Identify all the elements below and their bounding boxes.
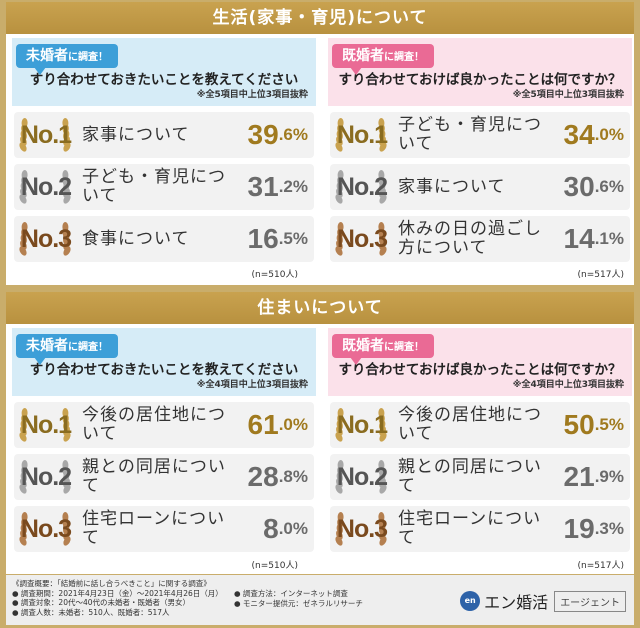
rank-number: No.1 [20,121,72,149]
item-label: 親との同居について [82,457,226,496]
question-text: すり合わせておきたいことを教えてください [29,362,299,378]
rank-badge: No.3 [16,507,74,551]
question-text: すり合わせておきたいことを教えてください [29,72,299,88]
note-text: ※全5項目中上位3項目抜粋 [196,90,308,100]
ranking-row: No.3 住宅ローンについて 19.3% [330,506,630,552]
item-label: 子ども・育児について [82,167,226,206]
section-title-housing: 住まいについて [6,292,634,324]
percentage: 61.0% [247,409,308,440]
rank-badge: No.3 [332,217,390,261]
survey-overview: 《調査概要：「結婚前に話し合うべきこと」に関する調査》 ● 調査期間：2021年… [12,579,223,617]
rank-number: No.3 [336,515,388,543]
unmarried-tag: 未婚者に調査！ [16,334,118,365]
question-text: すり合わせておけば良かったことは何ですか？ [338,72,622,88]
ranking-row: No.1 家事について 39.6% [14,112,314,158]
card-married-life: 既婚者に調査！ すり合わせておけば良かったことは何ですか？ ※全5項目中上位3項… [328,38,632,262]
rank-number: No.2 [336,463,388,491]
rank-badge: No.2 [332,165,390,209]
card-unmarried-life: 未婚者に調査！ すり合わせておきたいことを教えてください ※全5項目中上位3項目… [12,38,316,262]
ranking-row: No.2 親との同居について 28.8% [14,454,314,500]
rank-number: No.3 [20,225,72,253]
ranking-row: No.2 家事について 30.6% [330,164,630,210]
rank-badge: No.3 [16,217,74,261]
item-label: 家事について [398,176,506,197]
rank-number: No.3 [20,515,72,543]
percentage: 34.0% [563,119,624,150]
rank-number: No.1 [336,121,388,149]
rank-number: No.1 [20,411,72,439]
section-body-life: 未婚者に調査！ すり合わせておきたいことを教えてください ※全5項目中上位3項目… [6,34,634,285]
ranking-row: No.1 今後の居住地について 61.0% [14,402,314,448]
rank-badge: No.2 [16,455,74,499]
percentage: 30.6% [563,171,624,202]
item-label: 親との同居について [398,457,542,496]
ranking-row: No.2 子ども・育児について 31.2% [14,164,314,210]
percentage: 50.5% [563,409,624,440]
item-label: 家事について [82,124,190,145]
item-label: 住宅ローンについて [82,509,226,548]
percentage: 39.6% [247,119,308,150]
rank-number: No.2 [20,173,72,201]
rank-number: No.1 [336,411,388,439]
sample-size: (n=510人) [251,561,298,571]
percentage: 14.1% [563,223,624,254]
item-label: 今後の居住地について [82,405,226,444]
section-body-housing: 未婚者に調査！ すり合わせておきたいことを教えてください ※全4項目中上位3項目… [6,324,634,574]
rank-badge: No.1 [332,113,390,157]
note-text: ※全5項目中上位3項目抜粋 [512,90,624,100]
ranking-row: No.3 食事について 16.5% [14,216,314,262]
item-label: 今後の居住地について [398,405,542,444]
note-text: ※全4項目中上位3項目抜粋 [512,380,624,390]
card-unmarried-housing: 未婚者に調査！ すり合わせておきたいことを教えてください ※全4項目中上位3項目… [12,328,316,552]
unmarried-tag: 未婚者に調査！ [16,44,118,75]
section-title-life: 生活(家事・育児)について [6,2,634,34]
en-logo-icon: en [460,591,481,611]
ranking-row: No.3 休みの日の過ごし方について 14.1% [330,216,630,262]
survey-method: ● 調査方法：インターネット調査 ● モニター提供元：ゼネラルリサーチ [234,589,363,608]
rank-badge: No.1 [16,403,74,447]
rank-badge: No.2 [16,165,74,209]
ranking-row: No.3 住宅ローンについて 8.0% [14,506,314,552]
ranking-row: No.1 子ども・育児について 34.0% [330,112,630,158]
percentage: 28.8% [247,461,308,492]
sample-size: (n=517人) [577,270,624,280]
item-label: 休みの日の過ごし方について [398,219,542,258]
survey-footer: 《調査概要：「結婚前に話し合うべきこと」に関する調査》 ● 調査期間：2021年… [6,575,634,625]
married-tag: 既婚者に調査！ [332,44,434,75]
rank-number: No.3 [336,225,388,253]
ranking-row: No.2 親との同居について 21.9% [330,454,630,500]
rank-badge: No.2 [332,455,390,499]
percentage: 19.3% [563,513,624,544]
question-text: すり合わせておけば良かったことは何ですか？ [338,362,622,378]
en-konkatsu-logo: en エン婚活 エージェント [460,589,626,613]
rank-badge: No.1 [16,113,74,157]
percentage: 31.2% [247,171,308,202]
rank-number: No.2 [20,463,72,491]
percentage: 21.9% [563,461,624,492]
ranking-row: No.1 今後の居住地について 50.5% [330,402,630,448]
rank-number: No.2 [336,173,388,201]
item-label: 住宅ローンについて [398,509,542,548]
sample-size: (n=517人) [577,561,624,571]
rank-badge: No.1 [332,403,390,447]
note-text: ※全4項目中上位3項目抜粋 [196,380,308,390]
card-married-housing: 既婚者に調査！ すり合わせておけば良かったことは何ですか？ ※全4項目中上位3項… [328,328,632,552]
rank-badge: No.3 [332,507,390,551]
percentage: 16.5% [247,223,308,254]
sample-size: (n=510人) [251,270,298,280]
item-label: 食事について [82,228,190,249]
item-label: 子ども・育児について [398,115,542,154]
married-tag: 既婚者に調査！ [332,334,434,365]
percentage: 8.0% [263,513,308,544]
